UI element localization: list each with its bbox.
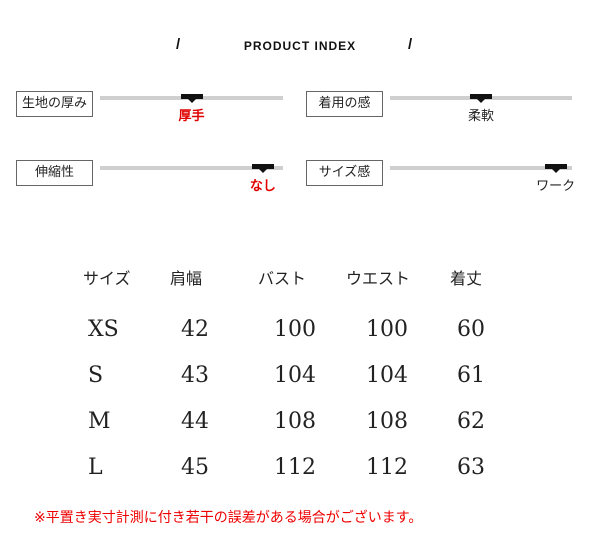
table-cell: 44 [181, 409, 209, 434]
table-cell: 100 [366, 317, 408, 342]
table-header: 肩幅 [170, 269, 203, 288]
index-label: サイズ感 [306, 160, 383, 186]
index-track: ワーク [390, 164, 575, 194]
table-header: サイズ [83, 269, 131, 288]
table-cell: 45 [181, 455, 209, 480]
table-header: バスト [258, 269, 307, 288]
index-value: 柔軟 [467, 109, 495, 124]
index-marker [544, 164, 567, 169]
index-value: ワーク [536, 179, 576, 194]
index-marker [470, 94, 492, 99]
table-cell: 112 [366, 455, 408, 480]
index-marker [180, 94, 203, 99]
index-label: 生地の厚み [16, 91, 93, 117]
index-value: 厚手 [178, 109, 205, 124]
index-track: 厚手 [100, 94, 283, 124]
table-cell: 108 [274, 409, 316, 434]
table-cell: M [88, 409, 111, 434]
table-cell: 63 [457, 455, 485, 480]
index-track: なし [100, 164, 283, 194]
table-cell: 43 [181, 363, 209, 388]
table-cell: 108 [366, 409, 408, 434]
table-cell: XS [88, 317, 119, 342]
title-slash-left: / [176, 36, 181, 53]
measurement-note: ※平置き実寸計測に付き若干の誤差がある場合がございます。 [34, 510, 423, 526]
index-track: 柔軟 [390, 94, 572, 124]
table-cell: 104 [274, 363, 316, 388]
table-header: ウエスト [346, 269, 411, 288]
table-cell: S [88, 363, 104, 388]
table-cell: 104 [366, 363, 408, 388]
index-value: なし [249, 179, 276, 194]
table-cell: 42 [181, 317, 209, 342]
page-title: PRODUCT INDEX [243, 39, 357, 53]
table-cell: 62 [457, 409, 485, 434]
index-label: 着用の感 [306, 91, 383, 117]
table-cell: 100 [274, 317, 316, 342]
table-cell: 60 [457, 317, 485, 342]
table-cell: 112 [274, 455, 316, 480]
table-header: 着丈 [450, 269, 483, 288]
index-marker [251, 164, 274, 169]
table-cell: L [88, 455, 103, 480]
index-label: 伸縮性 [16, 160, 93, 186]
table-cell: 61 [457, 363, 485, 388]
title-slash-right: / [408, 36, 413, 53]
